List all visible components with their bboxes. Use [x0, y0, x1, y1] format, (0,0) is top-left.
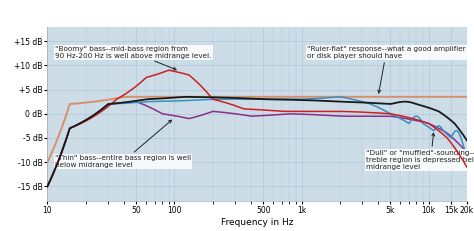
Text: "Dull" or "muffled"-sounding--entire
treble region is depressed below
midrange l: "Dull" or "muffled"-sounding--entire tre… [366, 133, 474, 170]
X-axis label: Frequency in Hz: Frequency in Hz [221, 218, 293, 227]
Text: Figure 3 Audio terms shown as frequency responses: Figure 3 Audio terms shown as frequency … [5, 9, 259, 19]
Text: "Ruler-flat" response--what a good amplifier
or disk player should have: "Ruler-flat" response--what a good ampli… [307, 46, 465, 93]
Text: "Thin" bass--entire bass region is well
below midrange level: "Thin" bass--entire bass region is well … [55, 120, 191, 168]
Text: "Boomy" bass--mid-bass region from
90 Hz-200 Hz is well above midrange level.: "Boomy" bass--mid-bass region from 90 Hz… [55, 46, 211, 70]
